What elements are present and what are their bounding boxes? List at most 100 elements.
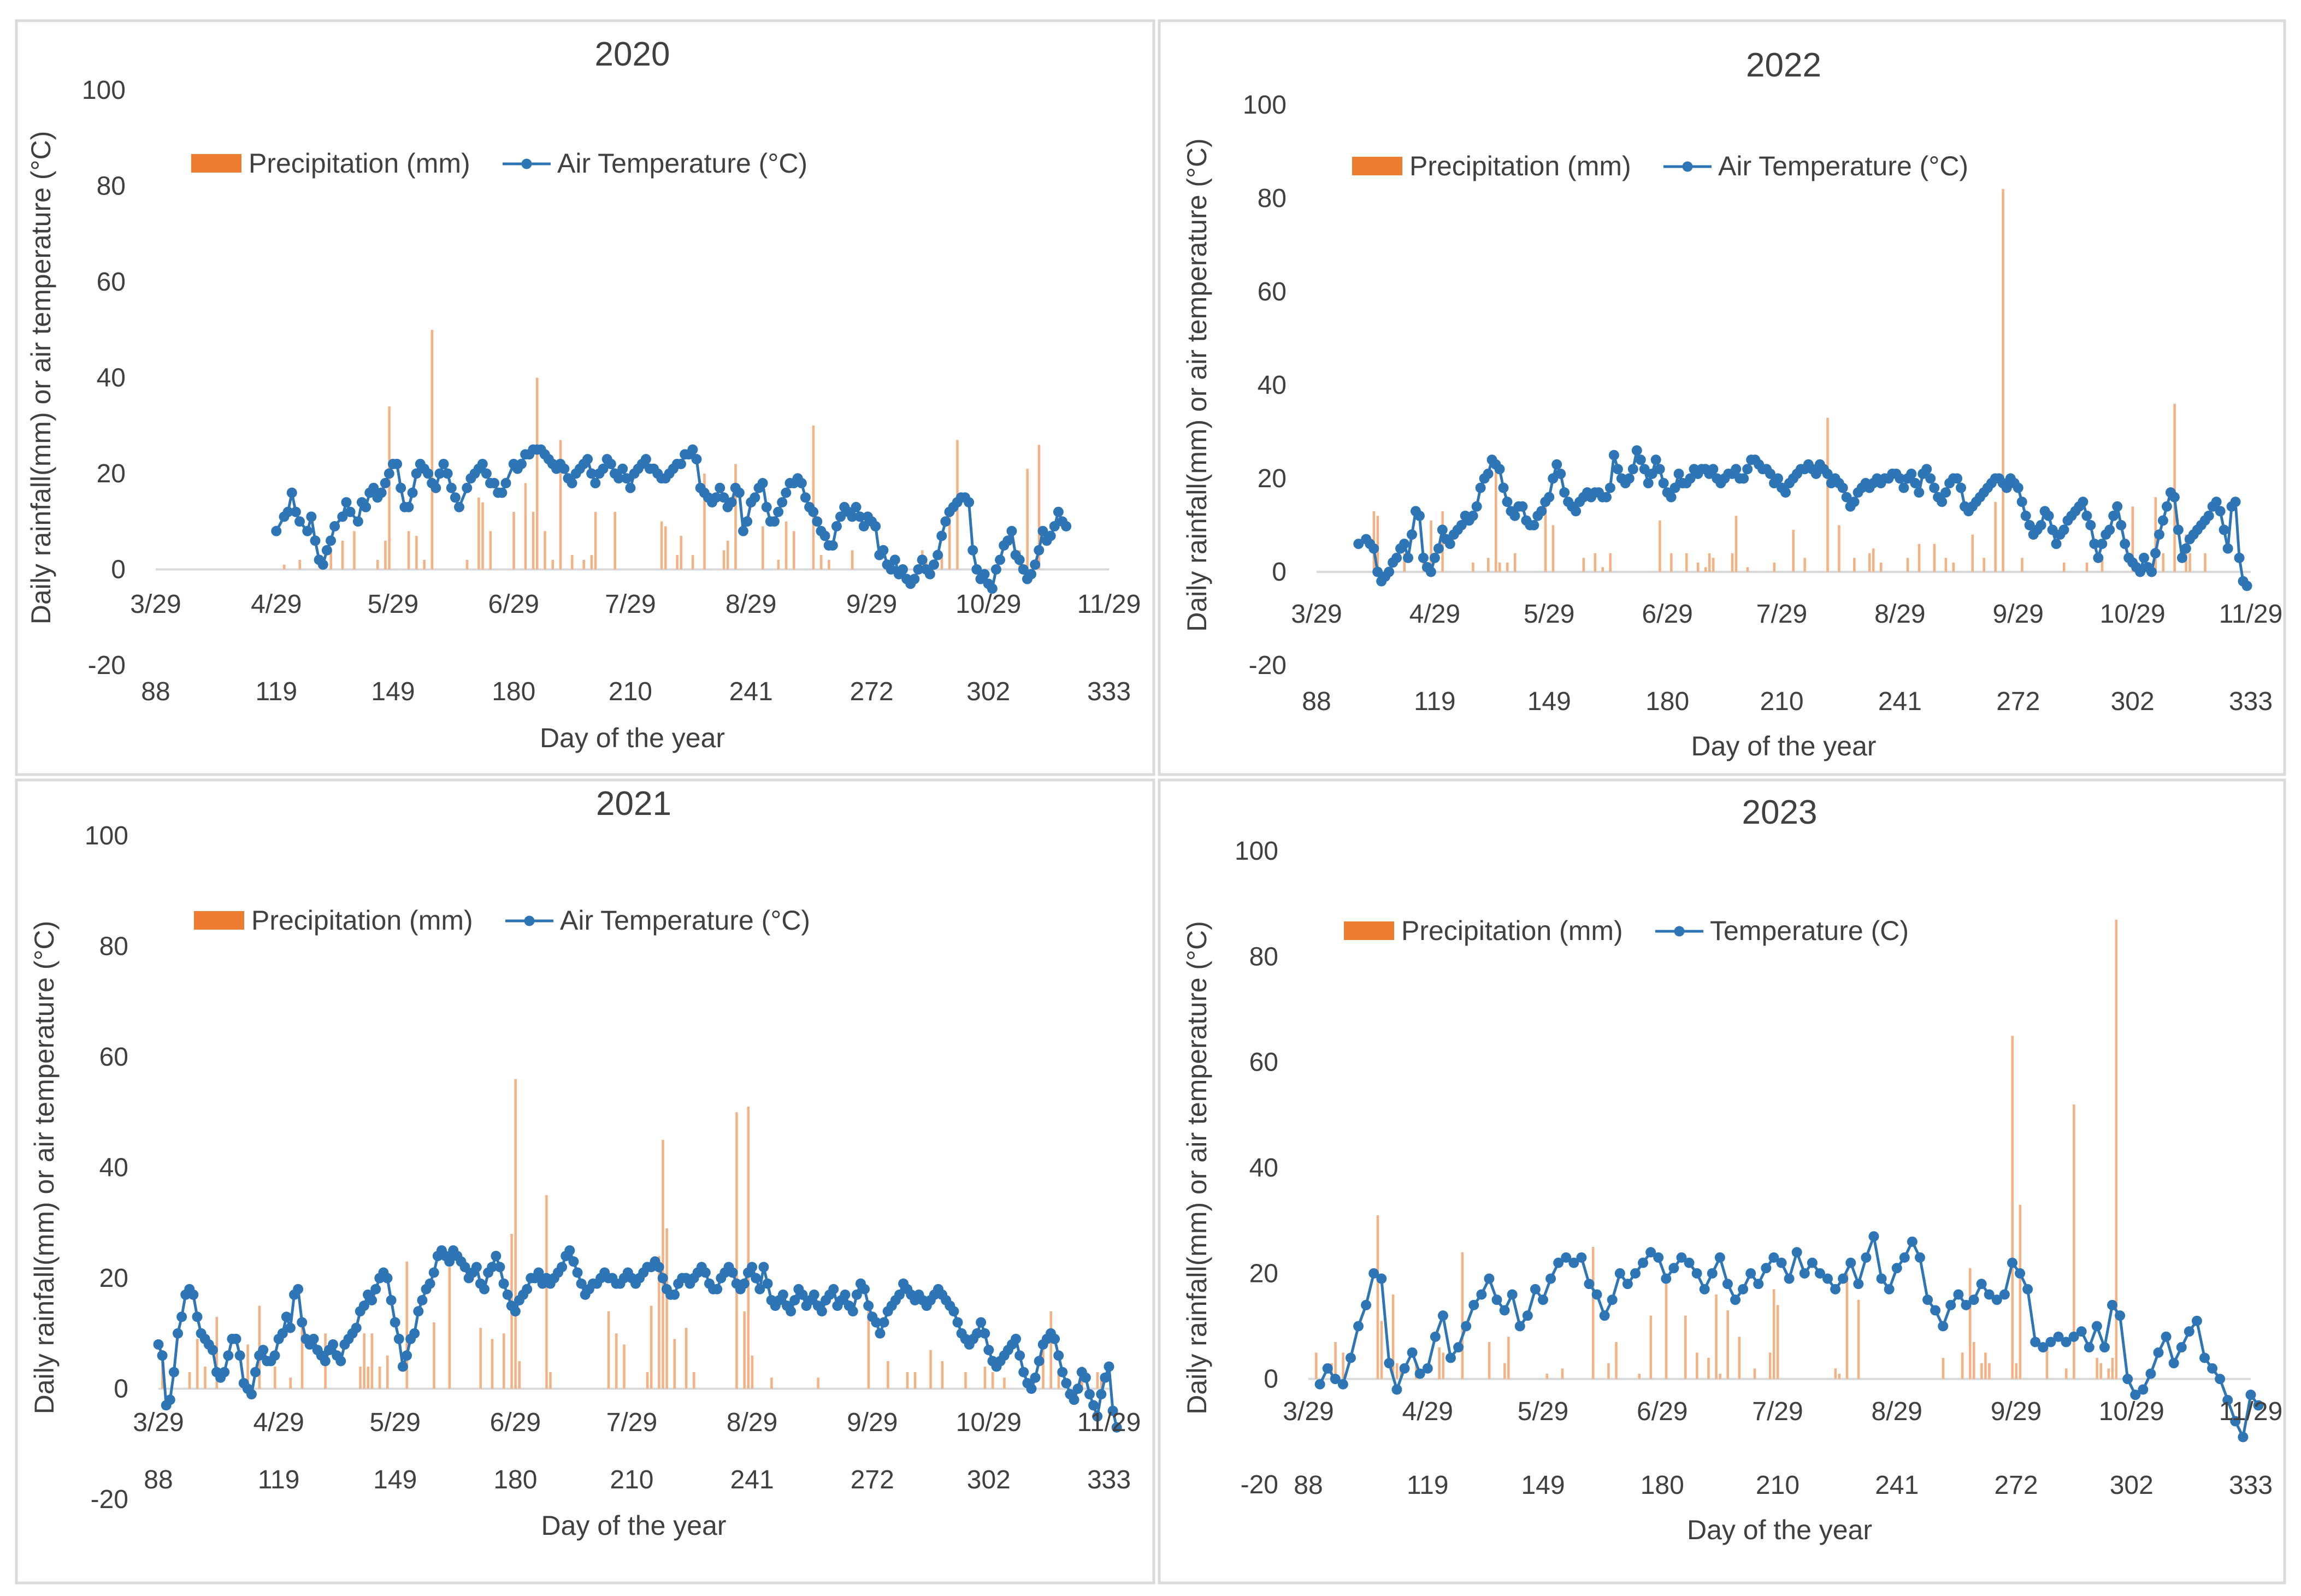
- doy-tick-label: 241: [729, 677, 773, 706]
- temperature-point: [2084, 1342, 2094, 1353]
- doy-tick-label: 88: [144, 1465, 173, 1494]
- temperature-point: [430, 482, 441, 493]
- precip-bar: [545, 1195, 548, 1389]
- date-tick-label: 10/29: [2099, 1397, 2164, 1426]
- temperature-point: [2107, 1299, 2118, 1310]
- temperature-point: [2191, 1315, 2202, 1326]
- temperature-point: [640, 454, 651, 465]
- temperature-point: [789, 1295, 800, 1305]
- temperature-point: [477, 458, 488, 469]
- temperature-point: [1034, 545, 1045, 555]
- precip-bar: [1952, 562, 1955, 572]
- precip-bar: [491, 1339, 494, 1389]
- temperature-point: [380, 478, 391, 489]
- legend: Precipitation (mm) Air Temperature (°C): [191, 148, 807, 179]
- temperature-point: [979, 569, 990, 580]
- temperature-point: [1722, 1279, 1733, 1290]
- temperature-point: [1930, 1305, 1941, 1316]
- precip-bar: [1592, 1247, 1595, 1379]
- temperature-point: [328, 1339, 339, 1350]
- legend-marker-temperature: [521, 158, 532, 169]
- temperature-point: [510, 1306, 521, 1317]
- temperature-point: [1937, 496, 1948, 507]
- temperature-point: [1853, 1279, 1864, 1290]
- precip-bar: [477, 497, 480, 570]
- temperature-point: [533, 1267, 544, 1278]
- date-tick-label: 9/29: [1993, 600, 2044, 629]
- doy-tick-label: 149: [1527, 687, 1571, 716]
- temperature-point: [1673, 468, 1684, 479]
- temperature-point: [928, 559, 939, 570]
- temperature-point: [1599, 1310, 1610, 1321]
- precip-bar: [1049, 1311, 1052, 1389]
- temperature-point: [2112, 501, 2123, 512]
- precip-bar: [1615, 1342, 1618, 1379]
- precip-bar: [676, 555, 678, 570]
- temperature-point: [847, 511, 858, 522]
- temperature-point: [971, 564, 982, 575]
- y-tick-label: 80: [1249, 942, 1278, 971]
- temperature-point: [1738, 473, 1749, 484]
- precip-bar: [512, 512, 515, 570]
- precip-bar: [2015, 1363, 2018, 1379]
- temperature-point: [1468, 1299, 1479, 1310]
- y-tick-label: 100: [85, 821, 128, 850]
- precip-bar: [906, 1372, 909, 1389]
- precip-bar: [1803, 558, 1806, 572]
- precip-bar: [2107, 1368, 2110, 1379]
- precip-bar: [735, 1112, 738, 1389]
- temperature-point: [786, 1306, 796, 1317]
- temperature-point: [1018, 564, 1029, 575]
- precip-bar: [623, 1344, 626, 1389]
- chart-panel-2021: 2021 -20 0 20 40 60 80 100 3/29 4/29 5/29 6/29 7/29 8…: [15, 778, 1155, 1585]
- temperature-point: [428, 1267, 439, 1278]
- temperature-point: [1945, 1299, 1956, 1310]
- precip-bar: [1734, 516, 1738, 572]
- temperature-point: [1899, 1252, 1910, 1263]
- temperature-point: [1018, 1367, 1029, 1378]
- temperature-point: [2230, 496, 2241, 507]
- precip-bar: [1746, 567, 1749, 572]
- temperature-point: [700, 1267, 711, 1278]
- temperature-point: [487, 1262, 498, 1273]
- temperature-point: [1491, 1294, 1502, 1305]
- y-tick-label: 80: [1258, 184, 1287, 213]
- temperature-point: [1111, 1422, 1122, 1433]
- date-tick-label: 8/29: [1872, 1397, 1922, 1426]
- precip-bar: [1988, 1363, 1991, 1379]
- temperature-point: [337, 511, 348, 522]
- precip-bar: [2173, 404, 2176, 572]
- precip-bar: [1738, 1337, 1741, 1379]
- panel-frame: [1158, 19, 2286, 776]
- temperature-point: [1849, 496, 1860, 507]
- temperature-point: [1837, 482, 1848, 493]
- temperature-point: [1049, 521, 1060, 532]
- precip-bar: [549, 1372, 552, 1389]
- temperature-point: [1014, 554, 1025, 565]
- temperature-point: [376, 487, 387, 498]
- temperature-point: [1517, 501, 1528, 512]
- temperature-point: [1337, 1379, 1348, 1390]
- date-tick-label: 4/29: [251, 590, 302, 619]
- precip-bar: [430, 329, 434, 570]
- temperature-point: [1765, 468, 1776, 479]
- temperature-point: [572, 1267, 583, 1278]
- precip-bar: [1707, 1358, 1710, 1379]
- temperature-point: [258, 1345, 269, 1356]
- temperature-point: [747, 1262, 758, 1273]
- precip-bar: [817, 1378, 819, 1389]
- temperature-point: [712, 1284, 723, 1294]
- precip-bar: [1726, 1310, 1729, 1379]
- temperature-point: [625, 482, 636, 493]
- temperature-point: [1437, 524, 1448, 535]
- precip-bar: [544, 531, 546, 570]
- precip-bar: [762, 526, 764, 570]
- date-tick-label: 10/29: [2100, 600, 2166, 629]
- doy-tick-label: 241: [730, 1465, 774, 1494]
- temperature-point: [2076, 1326, 2087, 1337]
- precip-bar: [367, 1367, 370, 1389]
- doy-tick-label: 88: [141, 677, 170, 706]
- temperature-point: [2154, 529, 2164, 540]
- temperature-point: [446, 482, 457, 493]
- temperature-point: [933, 549, 943, 560]
